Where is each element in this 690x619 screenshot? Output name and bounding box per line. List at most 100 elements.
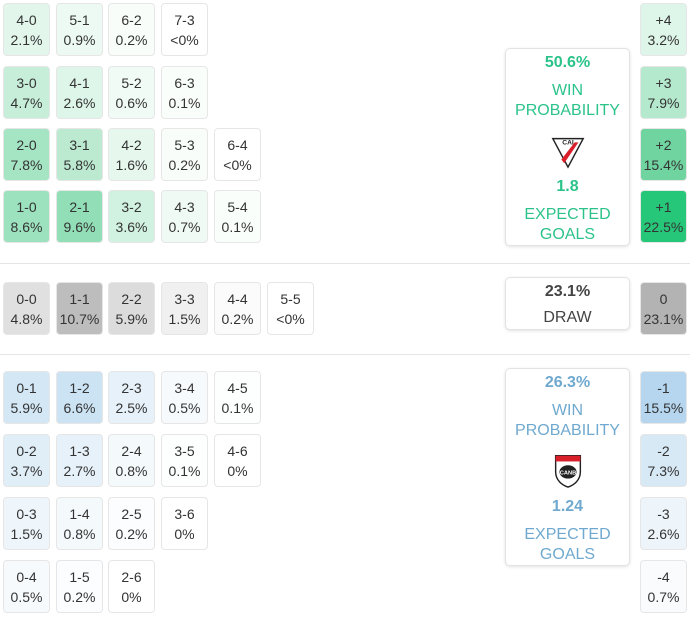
away-win-label-1: WIN	[551, 402, 584, 419]
goal-margin-probability: 0.7%	[647, 588, 680, 605]
scoreline: 4-1	[69, 74, 90, 91]
scoreline-probability: 0.1%	[221, 218, 254, 235]
draw-margin-cell: 0 23.1%	[640, 282, 687, 335]
away-club-crest-icon: CANB	[554, 455, 581, 488]
scoreline: 4-6	[227, 442, 248, 459]
goal-margin-probability: 3.2%	[647, 31, 680, 48]
away-win-score-cell: 3-5 0.1%	[161, 434, 208, 487]
home-win-score-cell: 4-0 2.1%	[3, 3, 50, 56]
scoreline: 4-4	[227, 290, 248, 307]
scoreline: 3-6	[174, 505, 195, 522]
goal-margin-label: +1	[655, 198, 672, 215]
home-win-label-2: PROBABILITY	[515, 102, 620, 119]
scoreline: 7-3	[174, 11, 195, 28]
home-win-score-cell: 5-2 0.6%	[108, 66, 155, 119]
scoreline-probability: 0.5%	[10, 588, 43, 605]
away-margin-cell: -1 15.5%	[640, 371, 687, 424]
scoreline-probability: 3.6%	[115, 218, 148, 235]
scoreline: 2-2	[121, 290, 142, 307]
scoreline: 0-3	[16, 505, 37, 522]
away-summary-card: 26.3% WIN PROBABILITY CANB 1.24 EXPECTED…	[505, 368, 630, 566]
scoreline-probability: 0.1%	[168, 94, 201, 111]
home-win-score-cell: 3-0 4.7%	[3, 66, 50, 119]
goal-margin-label: -3	[657, 505, 670, 522]
home-xg-label-1: EXPECTED	[524, 206, 611, 223]
scoreline: 0-1	[16, 379, 37, 396]
away-margin-cell: -4 0.7%	[640, 560, 687, 613]
scoreline: 1-5	[69, 568, 90, 585]
scoreline-probability: 9.6%	[63, 218, 96, 235]
scoreline-probability: 0.2%	[168, 156, 201, 173]
away-expected-goals: 1.24	[551, 498, 584, 515]
away-win-score-cell: 2-5 0.2%	[108, 497, 155, 550]
scoreline: 0-0	[16, 290, 37, 307]
scoreline-probability: 2.6%	[63, 94, 96, 111]
away-win-score-cell: 4-6 0%	[214, 434, 261, 487]
scoreline: 6-3	[174, 74, 195, 91]
scoreline: 0-2	[16, 442, 37, 459]
scoreline-probability: 10.7%	[59, 310, 100, 327]
home-win-score-cell: 1-0 8.6%	[3, 190, 50, 243]
scoreline-probability: 0%	[174, 525, 195, 542]
home-win-label-1: WIN	[551, 82, 584, 99]
scoreline-probability: 0.2%	[115, 525, 148, 542]
away-win-score-cell: 2-4 0.8%	[108, 434, 155, 487]
home-summary-card: 50.6% WIN PROBABILITY CAI 1.8 EXPECTED G…	[505, 48, 630, 246]
scoreline-probability: 0.6%	[115, 94, 148, 111]
scoreline: 4-2	[121, 136, 142, 153]
away-xg-label-1: EXPECTED	[524, 526, 611, 543]
scoreline: 2-4	[121, 442, 142, 459]
home-win-score-cell: 6-3 0.1%	[161, 66, 208, 119]
scoreline-probability: 5.9%	[115, 310, 148, 327]
scoreline-probability: 0%	[227, 462, 248, 479]
goal-margin-label: +3	[655, 74, 672, 91]
scoreline: 2-5	[121, 505, 142, 522]
scoreline-probability: 0.1%	[221, 399, 254, 416]
away-win-score-cell: 1-4 0.8%	[56, 497, 103, 550]
home-xg-label-2: GOALS	[539, 226, 596, 243]
scoreline: 2-1	[69, 198, 90, 215]
scoreline-probability: 0.9%	[63, 31, 96, 48]
home-win-score-cell: 5-4 0.1%	[214, 190, 261, 243]
scoreline-probability: 0%	[121, 588, 142, 605]
scoreline-probability: 1.5%	[168, 310, 201, 327]
goal-margin-label: -4	[657, 568, 670, 585]
scoreline-probability: 0.1%	[168, 462, 201, 479]
draw-score-cell: 2-2 5.9%	[108, 282, 155, 335]
away-xg-label-2: GOALS	[539, 546, 596, 563]
draw-summary-card: 23.1% DRAW	[505, 277, 630, 330]
scoreline-probability: 0.5%	[168, 399, 201, 416]
draw-label: DRAW	[543, 309, 592, 326]
scoreline-probability: 0.2%	[221, 310, 254, 327]
scoreline: 1-1	[69, 290, 90, 307]
home-win-score-cell: 4-3 0.7%	[161, 190, 208, 243]
draw-score-cell: 4-4 0.2%	[214, 282, 261, 335]
goal-margin-label: 0	[659, 290, 668, 307]
away-win-score-cell: 2-6 0%	[108, 560, 155, 613]
scoreline: 3-5	[174, 442, 195, 459]
scoreline-probability: 0.7%	[168, 218, 201, 235]
home-win-score-cell: 4-2 1.6%	[108, 128, 155, 181]
scoreline: 6-2	[121, 11, 142, 28]
scoreline: 3-4	[174, 379, 195, 396]
scoreline: 3-1	[69, 136, 90, 153]
scoreline: 1-0	[16, 198, 37, 215]
scoreline-probability: 4.8%	[10, 310, 43, 327]
home-margin-cell: +1 22.5%	[640, 190, 687, 243]
home-win-score-cell: 5-3 0.2%	[161, 128, 208, 181]
scoreline-probability: 4.7%	[10, 94, 43, 111]
scoreline: 4-5	[227, 379, 248, 396]
home-crest-letters: CAI	[562, 139, 574, 146]
draw-score-cell: 0-0 4.8%	[3, 282, 50, 335]
goal-margin-probability: 7.3%	[647, 462, 680, 479]
away-win-score-cell: 3-4 0.5%	[161, 371, 208, 424]
home-margin-cell: +3 7.9%	[640, 66, 687, 119]
scoreline: 2-0	[16, 136, 37, 153]
scoreline-probability: 5.8%	[63, 156, 96, 173]
away-win-score-cell: 0-4 0.5%	[3, 560, 50, 613]
away-win-score-cell: 1-3 2.7%	[56, 434, 103, 487]
away-win-score-cell: 0-1 5.9%	[3, 371, 50, 424]
away-win-score-cell: 1-5 0.2%	[56, 560, 103, 613]
away-win-score-cell: 2-3 2.5%	[108, 371, 155, 424]
away-win-label-2: PROBABILITY	[515, 422, 620, 439]
